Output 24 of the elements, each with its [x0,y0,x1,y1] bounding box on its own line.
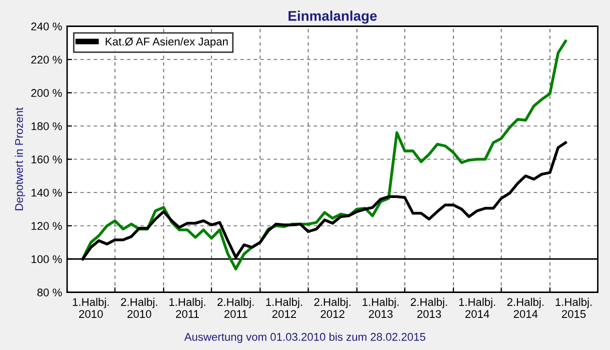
x-tick-label: 1.Halbj. 2013 [362,298,399,318]
x-tick-label: 2.Halbj. 2011 [218,298,254,318]
x-tick-label: 1.Halbj. 2010 [72,298,109,318]
x-tick-label: 2.Halbj. 2014 [507,298,544,318]
x-tick-label: 1.Halbj. 2015 [556,298,592,318]
y-tick-label: 80 % [37,288,62,296]
chart-title: Einmalanlage [288,10,377,24]
y-tick-label: 200 % [31,89,62,97]
legend-label: Kat.Ø AF Asien/ex Japan [106,37,228,48]
y-tick-label: 180 % [32,122,62,130]
text: Auswertung vom 01.03.2010 bis zum 28.02.2015 [184,332,426,343]
y-tick-label: 140 % [32,188,62,197]
y-tick-label: 240 % [31,22,62,30]
x-tick-label: 1.Halbj. 2014 [459,298,496,318]
x-tick-label: 1.Halbj. 2011 [169,298,206,318]
x-tick-label: 2.Halbj. 2010 [121,298,158,318]
y-tick-label: 100 % [32,255,62,264]
y-tick-label: 220 % [31,56,62,64]
x-tick-label: 2.Halbj. 2013 [410,298,447,318]
y-tick-label: 120 % [32,222,62,230]
x-tick-label: 2.Halbj. 2012 [314,298,350,318]
x-tick-label: 1.Halbj. 2012 [266,298,302,318]
y-tick-label: 160 % [32,156,62,164]
y-axis-title: Depotwert in Prozent [14,107,26,210]
